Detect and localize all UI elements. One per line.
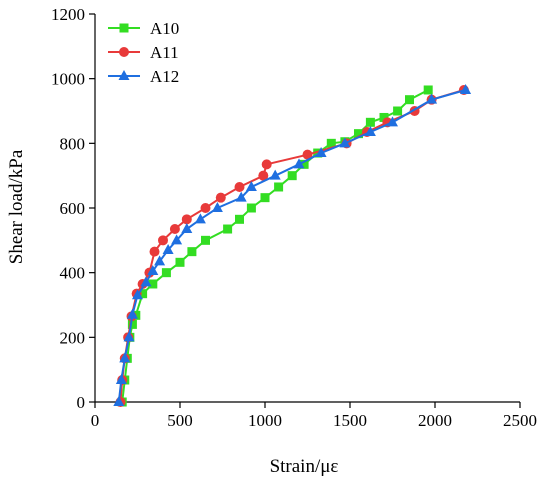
- data-point-a12: [211, 202, 223, 212]
- legend: A10 A11 A12: [108, 19, 179, 86]
- data-point-a11: [169, 224, 180, 235]
- y-tick-label: 1000: [51, 70, 85, 89]
- data-point-a12: [339, 137, 351, 148]
- legend-marker: [119, 47, 129, 57]
- data-point-a12: [171, 234, 183, 245]
- series-group: [113, 83, 472, 407]
- data-point-a12: [269, 169, 281, 180]
- data-point-a12: [181, 223, 193, 234]
- y-tick-label: 200: [60, 328, 86, 347]
- y-tick-label: 600: [60, 199, 86, 218]
- y-axis-title: Shear load/kPa: [6, 149, 27, 264]
- data-point-a10: [201, 235, 210, 245]
- x-axis-title: Strain/με: [270, 456, 339, 477]
- data-point-a12: [115, 374, 127, 385]
- legend-marker: [119, 23, 129, 33]
- data-point-a10: [287, 171, 297, 181]
- x-tick-label: 1000: [248, 411, 282, 430]
- legend-label: A10: [150, 19, 179, 38]
- data-point-a12: [387, 116, 398, 127]
- x-tick-label: 0: [91, 411, 100, 430]
- y-tick-label: 400: [60, 264, 86, 283]
- x-tick-label: 500: [167, 411, 193, 430]
- data-point-a11: [234, 181, 245, 192]
- data-point-a10: [235, 214, 244, 224]
- data-point-a10: [405, 95, 414, 105]
- x-tick-label: 2500: [503, 411, 537, 430]
- data-point-a10: [260, 193, 270, 203]
- ticks: 0 500 1000 1500 2000 2500 0 200 400 600 800 1000 120…: [51, 5, 537, 430]
- legend-marker: [118, 70, 130, 80]
- data-point-a12: [460, 83, 472, 94]
- data-point-a10: [393, 106, 403, 116]
- data-point-a10: [246, 203, 256, 213]
- y-tick-label: 1200: [51, 5, 85, 24]
- data-point-a11: [302, 149, 313, 160]
- legend-entry-a12: A12: [108, 67, 179, 86]
- data-point-a10: [161, 268, 171, 278]
- data-point-a12: [132, 289, 143, 300]
- data-point-a11: [149, 246, 160, 257]
- data-point-a10: [187, 247, 197, 257]
- data-point-a11: [181, 214, 192, 225]
- data-point-a10: [274, 182, 284, 192]
- data-point-a11: [200, 203, 211, 213]
- data-point-a12: [147, 265, 159, 276]
- data-point-a12: [119, 352, 131, 363]
- data-point-a11: [261, 159, 272, 170]
- x-tick-label: 1500: [333, 411, 367, 430]
- data-point-a10: [379, 112, 389, 122]
- legend-label: A11: [150, 43, 179, 62]
- data-point-a10: [423, 85, 433, 95]
- data-point-a12: [315, 147, 327, 158]
- series-line-a12: [117, 89, 466, 403]
- y-tick-label: 0: [77, 393, 86, 412]
- data-point-a10: [175, 257, 185, 267]
- legend-entry-a10: A10: [108, 19, 179, 38]
- series-a12: [113, 83, 472, 406]
- data-point-a12: [293, 158, 305, 169]
- data-point-a12: [123, 331, 135, 342]
- x-tick-label: 2000: [418, 411, 452, 430]
- legend-label: A12: [150, 67, 179, 86]
- data-point-a10: [326, 138, 336, 148]
- data-point-a12: [140, 276, 152, 287]
- legend-entry-a11: A11: [108, 43, 179, 62]
- data-point-a10: [138, 289, 148, 299]
- data-point-a11: [258, 170, 269, 181]
- data-point-a10: [148, 279, 158, 289]
- series-a10: [117, 85, 433, 407]
- data-point-a12: [364, 126, 376, 137]
- data-point-a10: [313, 148, 323, 158]
- data-point-a10: [127, 319, 137, 329]
- data-point-a12: [126, 308, 138, 319]
- data-point-a12: [194, 213, 206, 224]
- data-point-a11: [158, 235, 168, 246]
- data-point-a12: [113, 396, 125, 406]
- data-point-a10: [299, 159, 309, 169]
- data-point-a10: [354, 129, 363, 139]
- data-point-a10: [223, 224, 233, 234]
- data-point-a12: [154, 255, 166, 266]
- data-point-a12: [245, 180, 257, 191]
- data-point-a10: [365, 117, 375, 127]
- y-tick-label: 800: [60, 134, 86, 153]
- data-point-a12: [235, 191, 247, 202]
- data-point-a12: [426, 93, 438, 104]
- data-point-a12: [162, 244, 174, 255]
- data-point-a11: [215, 192, 226, 203]
